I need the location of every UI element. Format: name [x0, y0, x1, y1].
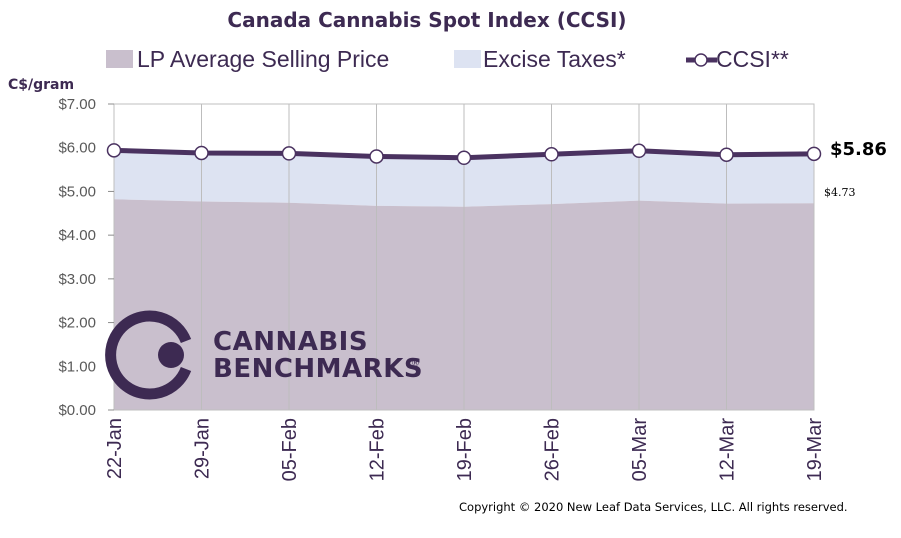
y-tick-label: $7.00 — [58, 96, 96, 113]
ccsi-point — [369, 149, 384, 164]
y-axis-unit: C$/gram — [8, 77, 74, 93]
x-tick-label: 22-Jan — [104, 418, 126, 479]
legend-label-excise: Excise Taxes* — [483, 46, 626, 72]
last-ccsi-label: $5.86 — [830, 139, 887, 160]
y-tick-label: $5.00 — [58, 183, 96, 200]
ccsi-point — [719, 147, 734, 162]
ccsi-point — [194, 145, 209, 161]
logo-text-line2: BENCHMARKS — [213, 354, 423, 384]
x-tick-label: 26-Feb — [542, 418, 564, 481]
ccsi-point — [281, 146, 297, 161]
legend-label-lp: LP Average Selling Price — [137, 46, 389, 72]
last-lp-label: $4.73 — [824, 186, 856, 199]
y-tick-label: $6.00 — [58, 140, 96, 157]
plot-area: $0.00 $1.00 $2.00 $3.00 $4.00 $5.00 $6.00 $7.00… — [58, 96, 826, 481]
logo-text-line1: CANNABIS — [213, 327, 368, 357]
x-tick-label: 05-Feb — [279, 418, 301, 481]
ccsi-point — [106, 143, 122, 158]
ccsi-point — [544, 147, 559, 162]
ccsi-point — [806, 146, 822, 162]
y-tick-label: $4.00 — [58, 227, 96, 244]
y-tick-label: $1.00 — [58, 358, 96, 375]
x-tick-label: 05-Mar — [629, 418, 651, 482]
ccsi-point — [456, 150, 472, 166]
legend-swatch-excise — [454, 50, 481, 68]
x-tick-label: 19-Mar — [804, 418, 826, 482]
y-tick-label: $2.00 — [58, 315, 96, 332]
copyright-text: Copyright © 2020 New Leaf Data Services,… — [459, 500, 848, 514]
x-tick-label: 19-Feb — [454, 418, 476, 481]
ccsi-point — [631, 143, 647, 159]
logo-registered-mark: ® — [411, 359, 420, 369]
legend-label-ccsi: CCSI** — [716, 46, 789, 72]
x-tick-label: 29-Jan — [192, 418, 214, 479]
x-tick-label: 12-Feb — [367, 418, 389, 481]
plot-border — [113, 103, 815, 411]
y-tick-label: $0.00 — [58, 402, 96, 419]
legend: LP Average Selling Price Excise Taxes* C… — [106, 46, 789, 72]
x-tick-label: 12-Mar — [717, 418, 739, 482]
chart-title: Canada Cannabis Spot Index (CCSI) — [227, 8, 626, 32]
cannabis-benchmarks-logo: CANNABIS BENCHMARKS ® — [105, 310, 423, 400]
y-tick-label: $3.00 — [58, 271, 96, 288]
logo-mark-icon — [105, 310, 192, 400]
legend-swatch-ccsi-marker — [694, 53, 708, 67]
legend-swatch-lp — [106, 50, 133, 68]
logo-dot-icon — [158, 342, 184, 368]
